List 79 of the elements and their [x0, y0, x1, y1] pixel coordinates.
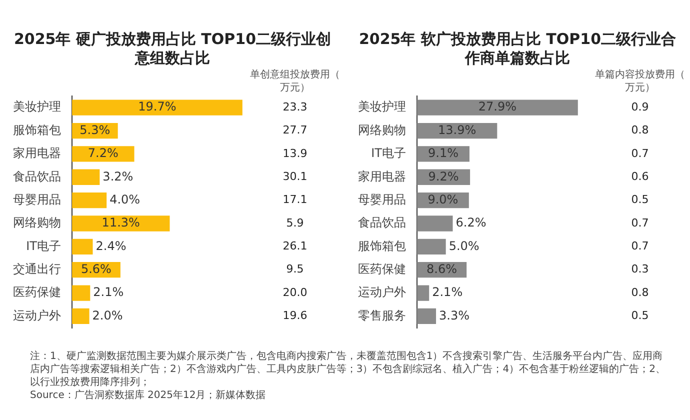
y-tick-label: 美妆护理 — [358, 100, 406, 114]
text: 0.5 — [631, 193, 649, 206]
text: 0.7 — [631, 216, 649, 230]
text: 0.8 — [631, 124, 649, 137]
data-label: 2.0% — [92, 308, 123, 322]
y-tick-label: 医药保健 — [358, 262, 406, 276]
y-tick-label: 食品饮品 — [13, 169, 61, 184]
y-tick-label: 母婴用品 — [13, 192, 61, 206]
bar — [72, 100, 242, 116]
data-label: 6.2% — [456, 216, 486, 230]
text: 0.6 — [631, 170, 649, 183]
y-tick-label: 零售服务 — [358, 308, 406, 322]
text: 20.0 — [282, 286, 308, 299]
data-label: 4.0% — [110, 192, 140, 206]
data-label: 7.2% — [88, 146, 118, 160]
y-tick-label: 服饰箱包 — [358, 238, 406, 253]
data-label: 11.3% — [102, 216, 140, 230]
bar — [72, 146, 134, 162]
bar — [417, 285, 430, 301]
text: 27.7 — [282, 124, 308, 137]
y-tick-label: 交通出行 — [13, 262, 61, 276]
bar — [72, 285, 90, 301]
y-tick-label: 网络购物 — [13, 216, 61, 230]
y-tick-label: 家用电器 — [358, 169, 406, 184]
data-label: 3.3% — [439, 308, 470, 322]
text: 0.7 — [631, 146, 649, 160]
bar — [72, 192, 107, 208]
bar — [72, 238, 93, 254]
bar — [72, 216, 170, 232]
text: 单创意组投放费用（万元） — [250, 68, 340, 94]
bar — [417, 308, 436, 324]
chart-title: 2025年 软广投放费用占比 TOP10二级行业合作商单篇数占比 — [358, 30, 678, 68]
text: 0.8 — [631, 286, 649, 299]
data-label: 13.9% — [438, 122, 476, 137]
data-label: 3.2% — [102, 169, 134, 184]
y-tick-label: IT电子 — [371, 146, 406, 160]
data-label: 27.9% — [478, 100, 517, 114]
source-note: Source：广告洞察数据库 2025年12月；新媒体数据 — [30, 389, 267, 402]
text: 26.1 — [282, 240, 308, 253]
text: 23.3 — [282, 100, 308, 114]
y-tick-label: 食品饮品 — [358, 216, 406, 230]
bar — [417, 238, 446, 254]
data-label: 5.6% — [80, 262, 112, 276]
y-tick-label: 母婴用品 — [358, 192, 406, 206]
y-tick-label: 网络购物 — [358, 122, 406, 137]
data-label: 5.0% — [448, 238, 480, 253]
y-tick-label: 服饰箱包 — [13, 122, 61, 137]
data-label: 8.6% — [426, 262, 458, 276]
text: 13.9 — [282, 146, 308, 160]
text: 0.9 — [631, 100, 649, 114]
text: 5.9 — [286, 216, 304, 230]
text: 9.5 — [286, 262, 304, 276]
y-tick-label: 运动户外 — [358, 285, 406, 300]
data-label: 9.1% — [428, 146, 458, 160]
text: 30.1 — [282, 170, 308, 183]
chart-title: 2025年 硬广投放费用占比 TOP10二级行业创意组数占比 — [12, 30, 332, 68]
data-label: 9.2% — [428, 169, 459, 184]
data-label: 19.7% — [138, 100, 176, 114]
bar — [417, 100, 578, 116]
data-label: 5.3% — [80, 122, 110, 137]
y-tick-label: 家用电器 — [13, 146, 61, 160]
data-label: 2.4% — [96, 238, 126, 253]
text: 19.6 — [282, 309, 308, 322]
text: 注：1、硬广监测数据范围主要为媒介展示类广告，包含电商内搜索广告，未覆盖范围包含1）不含搜索引擎广告、生活服务平台内广告、应用商店内广告等搜索逻辑相关广告；2）不含游戏内广告、工具内皮肤广告等；3）不包含剧综冠名、植入广告；4）不包含基于粉丝逻辑的广告；2、以行业投放费用降序排列； — [30, 350, 666, 389]
y-tick-label: 医药保健 — [13, 285, 61, 300]
text: 0.7 — [631, 240, 649, 253]
y-tick-label: 美妆护理 — [13, 100, 61, 114]
text: 0.3 — [631, 262, 649, 276]
text: 0.5 — [631, 309, 649, 322]
y-tick-label: 运动户外 — [13, 308, 61, 322]
y-tick-label: IT电子 — [26, 238, 61, 253]
data-label: 2.1% — [432, 285, 463, 300]
text: 17.1 — [282, 193, 308, 206]
bar — [417, 216, 453, 232]
text: 单篇内容投放费用（万元） — [595, 68, 685, 94]
bar — [72, 308, 90, 324]
bar — [72, 169, 100, 185]
data-label: 2.1% — [93, 285, 124, 300]
data-label: 9.0% — [428, 192, 458, 206]
